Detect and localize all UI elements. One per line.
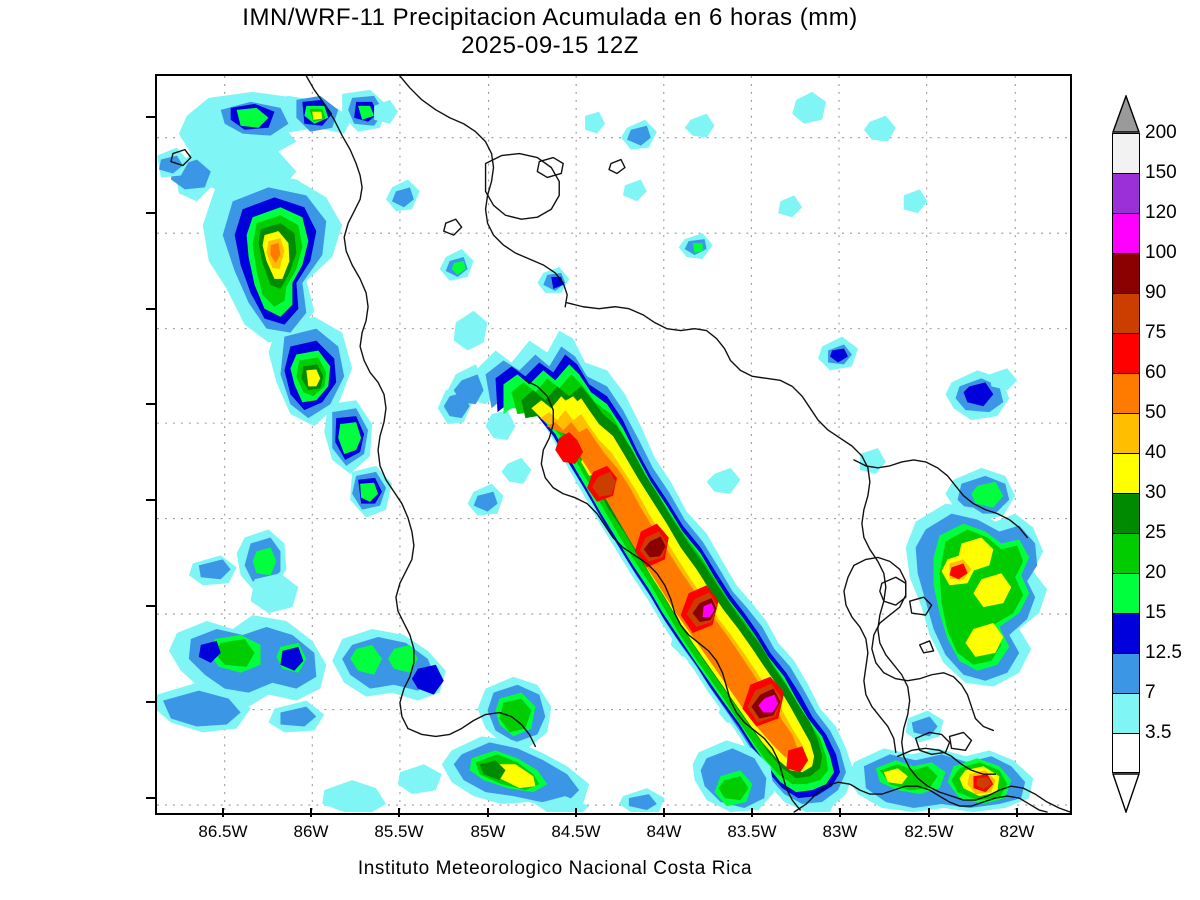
colorbar-tick-12.5: 12.5 xyxy=(1145,642,1182,663)
chart-subtitle: 2025-09-15 12Z xyxy=(461,32,639,59)
xtick-mark xyxy=(398,808,400,817)
precip-region-northwest xyxy=(170,89,392,518)
colorbar-tick-100: 100 xyxy=(1145,242,1177,263)
ytick-mark xyxy=(146,308,155,310)
precip-scattered-cells xyxy=(157,91,928,516)
colorbar-band-3.5 xyxy=(1112,733,1140,773)
colorbar-under-arrow xyxy=(1112,773,1140,813)
precipitation-map xyxy=(157,76,1070,813)
xtick-label: 83W xyxy=(822,822,858,841)
colorbar-tick-15: 15 xyxy=(1145,602,1167,623)
colorbar-band-25 xyxy=(1112,533,1140,573)
xtick-mark xyxy=(310,808,312,817)
colorbar-band-40 xyxy=(1112,453,1140,493)
colorbar-tick-7: 7 xyxy=(1145,682,1156,703)
xtick-label: 82W xyxy=(999,822,1035,841)
xtick-label: 85.5W xyxy=(374,822,424,841)
colorbar-band-7 xyxy=(1112,693,1140,733)
ytick-mark xyxy=(146,605,155,607)
colorbar-band-75 xyxy=(1112,333,1140,373)
xtick-mark xyxy=(487,808,489,817)
colorbar-band-120 xyxy=(1112,213,1140,253)
precip-region-main-band xyxy=(437,310,854,813)
colorbar-tick-60: 60 xyxy=(1145,362,1167,383)
ytick-mark xyxy=(146,403,155,405)
colorbar-band-30 xyxy=(1112,493,1140,533)
xtick-mark xyxy=(663,808,665,817)
ytick-mark xyxy=(146,116,155,118)
ytick-mark xyxy=(146,212,155,214)
colorbar-band-200 xyxy=(1112,133,1140,173)
xtick-label: 86.5W xyxy=(198,822,248,841)
xtick-label: 84.5W xyxy=(551,822,601,841)
chart-title-block: IMN/WRF-11 Precipitacion Acumulada en 6 … xyxy=(0,4,1100,60)
colorbar-tick-90: 90 xyxy=(1145,282,1167,303)
map-coastlines xyxy=(170,76,1070,813)
ytick-mark xyxy=(146,797,155,799)
colorbar-over-arrow xyxy=(1112,95,1140,133)
xtick-label: 85W xyxy=(470,822,506,841)
page-title: IMN/WRF-11 Precipitacion Acumulada en 6 … xyxy=(242,4,858,31)
ytick-mark xyxy=(146,499,155,501)
xtick-label: 83.5W xyxy=(727,822,777,841)
precip-region-south-pacific xyxy=(322,736,775,813)
xtick-label: 86W xyxy=(293,822,329,841)
colorbar-tick-3.5: 3.5 xyxy=(1145,722,1172,743)
colorbar-tick-30: 30 xyxy=(1145,482,1167,503)
xtick-mark xyxy=(839,808,841,817)
colorbar-band-150 xyxy=(1112,173,1140,213)
xtick-mark xyxy=(222,808,224,817)
colorbar-tick-200: 200 xyxy=(1145,122,1177,143)
colorbar-band-60 xyxy=(1112,373,1140,413)
colorbar-tick-120: 120 xyxy=(1145,202,1177,223)
colorbar-tick-50: 50 xyxy=(1145,402,1167,423)
footer-credit: Instituto Meteorologico Nacional Costa R… xyxy=(357,858,753,879)
precip-region-southwest-offshore xyxy=(157,529,552,749)
colorbar-tick-40: 40 xyxy=(1145,442,1167,463)
xtick-mark xyxy=(575,808,577,817)
colorbar-tick-20: 20 xyxy=(1145,562,1167,583)
xtick-label: 84W xyxy=(646,822,682,841)
colorbar-band-20 xyxy=(1112,573,1140,613)
colorbar-tick-150: 150 xyxy=(1145,162,1177,183)
colorbar-cells xyxy=(1112,133,1140,773)
colorbar-band-90 xyxy=(1112,293,1140,333)
colorbar-band-12.5 xyxy=(1112,653,1140,693)
colorbar-band-15 xyxy=(1112,613,1140,653)
colorbar-tick-25: 25 xyxy=(1145,522,1167,543)
colorbar-band-50 xyxy=(1112,413,1140,453)
ytick-mark xyxy=(146,701,155,703)
xtick-mark xyxy=(928,808,930,817)
precip-region-east-offshore xyxy=(905,368,1048,687)
xtick-mark xyxy=(1016,808,1018,817)
map-plot-area[interactable] xyxy=(155,74,1072,815)
xtick-mark xyxy=(751,808,753,817)
colorbar-band-100 xyxy=(1112,253,1140,293)
colorbar[interactable]: 200 150 120 100 90 75 60 50 40 30 25 20 15 12.5 7 3.5 xyxy=(1108,95,1200,815)
xtick-label: 82.5W xyxy=(904,822,954,841)
colorbar-tick-75: 75 xyxy=(1145,322,1167,343)
